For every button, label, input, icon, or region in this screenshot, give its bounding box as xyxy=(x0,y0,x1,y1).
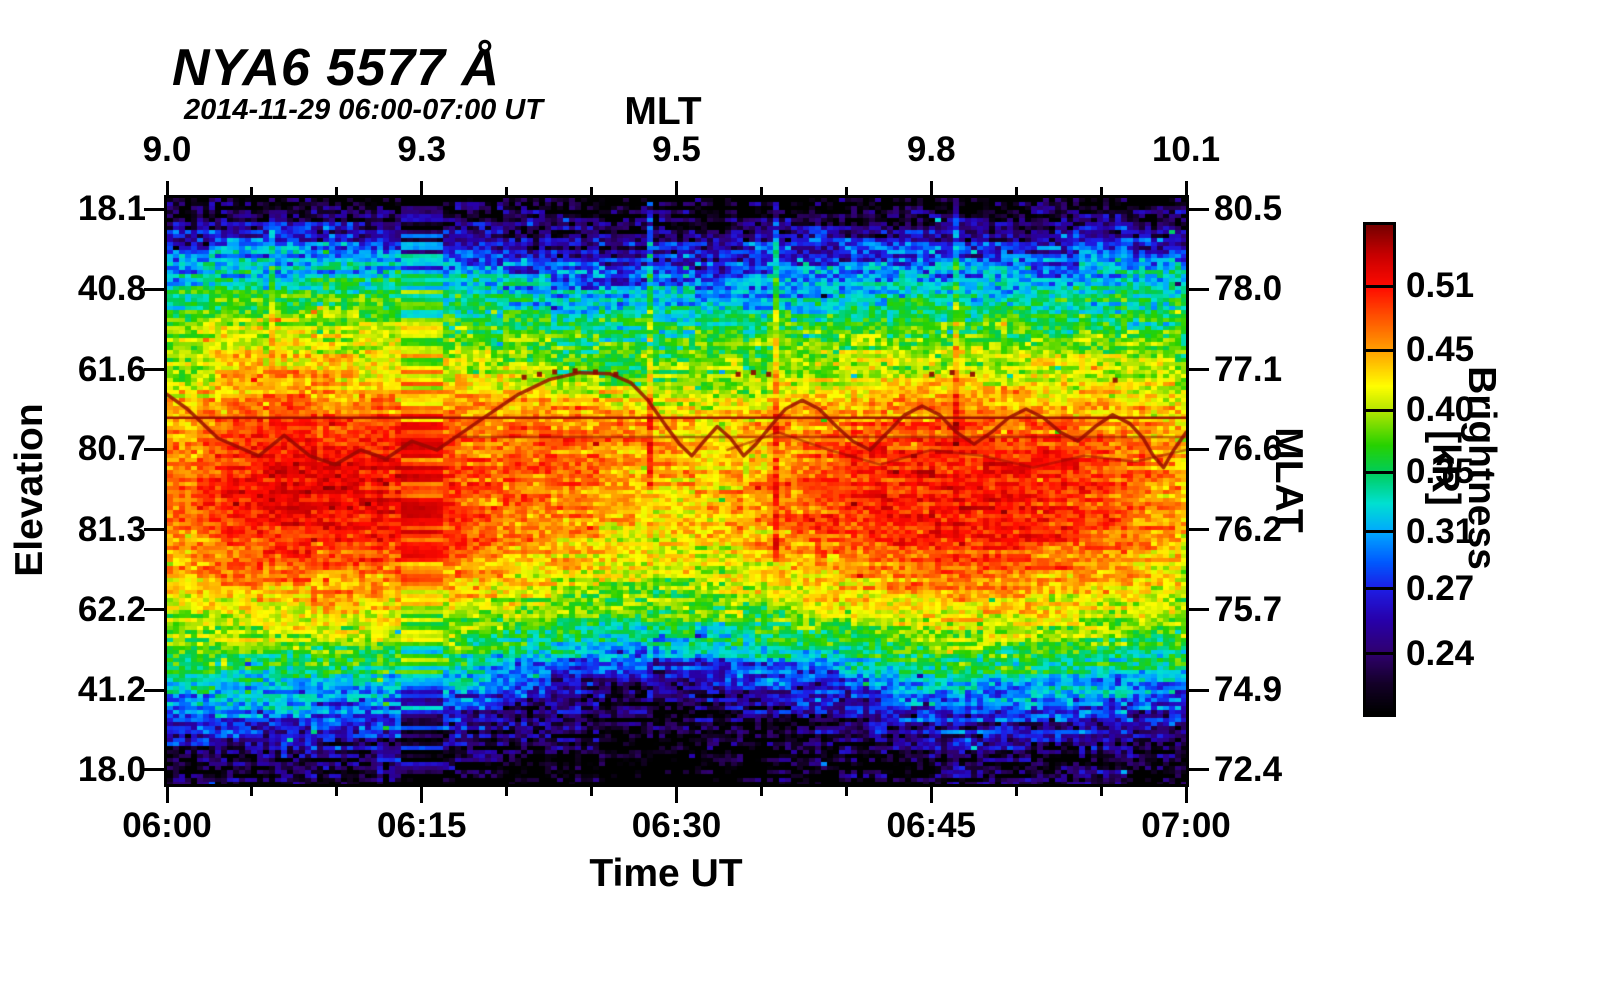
right-tick-label: 77.1 xyxy=(1214,349,1283,389)
right-major-tick xyxy=(1189,608,1209,612)
bottom-major-tick xyxy=(165,787,169,803)
top-minor-tick xyxy=(250,187,254,195)
bottom-minor-tick xyxy=(590,787,594,796)
left-tick-label: 18.0 xyxy=(77,749,146,789)
bottom-tick-label: 06:30 xyxy=(631,806,722,845)
left-major-tick xyxy=(144,207,164,211)
top-tick-label: 10.1 xyxy=(1151,130,1221,169)
bottom-tick-label: 07:00 xyxy=(1141,806,1231,845)
colorbar-division xyxy=(1366,587,1393,591)
left-major-tick xyxy=(144,768,164,772)
colorbar-division xyxy=(1366,284,1393,288)
right-major-tick xyxy=(1189,368,1209,372)
left-tick-label: 18.1 xyxy=(77,189,146,229)
left-major-tick xyxy=(144,368,164,372)
top-tick-label: 9.5 xyxy=(652,130,701,169)
top-tick-label: 9.0 xyxy=(142,130,192,169)
colorbar-tick-label: 0.51 xyxy=(1406,266,1475,306)
bottom-minor-tick xyxy=(844,787,848,796)
left-major-tick xyxy=(144,608,164,612)
bottom-tick-label: 06:45 xyxy=(886,806,977,845)
right-tick-label: 80.5 xyxy=(1214,189,1283,229)
left-tick-label: 41.2 xyxy=(77,670,146,710)
top-minor-tick xyxy=(335,187,339,195)
top-major-tick xyxy=(929,181,933,195)
top-minor-tick xyxy=(1014,187,1018,195)
top-major-tick xyxy=(165,181,169,195)
top-minor-tick xyxy=(844,187,848,195)
left-tick-label: 61.6 xyxy=(77,349,146,389)
colorbar-tick-label: 0.27 xyxy=(1406,568,1475,608)
colorbar-border xyxy=(1363,222,1396,717)
plot-border xyxy=(164,195,1189,787)
bottom-minor-tick xyxy=(505,787,509,796)
left-tick-label: 81.3 xyxy=(77,509,146,549)
top-axis-title: MLT xyxy=(624,90,702,133)
right-tick-label: 75.7 xyxy=(1214,589,1283,629)
bottom-minor-tick xyxy=(1099,787,1103,796)
bottom-minor-tick xyxy=(1014,787,1018,796)
right-tick-label: 78.0 xyxy=(1214,269,1283,309)
right-major-tick xyxy=(1189,528,1209,532)
right-tick-label: 74.9 xyxy=(1214,670,1283,710)
bottom-axis-title: Time UT xyxy=(589,852,743,895)
left-major-tick xyxy=(144,287,164,291)
heatmap-canvas xyxy=(167,198,1186,784)
colorbar-division xyxy=(1366,470,1393,474)
right-tick-label: 76.6 xyxy=(1214,429,1283,469)
plot-title: NYA6 5577 Å xyxy=(172,39,500,97)
bottom-major-tick xyxy=(675,787,678,803)
right-major-tick xyxy=(1189,688,1209,692)
right-major-tick xyxy=(1189,768,1209,772)
left-axis-title: Elevation xyxy=(8,403,51,577)
colorbar-tick-label: 0.24 xyxy=(1406,633,1475,673)
colorbar-tick-label: 0.40 xyxy=(1406,390,1475,430)
top-tick-label: 9.8 xyxy=(906,130,956,169)
colorbar-tick-label: 0.31 xyxy=(1406,511,1475,551)
colorbar-division xyxy=(1366,652,1393,656)
bottom-tick-label: 06:15 xyxy=(376,806,467,845)
top-major-tick xyxy=(420,181,424,195)
bottom-major-tick xyxy=(929,787,933,803)
colorbar-division xyxy=(1366,348,1393,352)
right-tick-label: 76.2 xyxy=(1214,509,1283,549)
top-major-tick xyxy=(675,181,678,195)
bottom-minor-tick xyxy=(250,787,254,796)
colorbar-tick-label: 0.35 xyxy=(1406,452,1475,492)
top-major-tick xyxy=(1184,181,1188,195)
left-tick-label: 62.2 xyxy=(77,589,146,629)
top-minor-tick xyxy=(759,187,763,195)
left-major-tick xyxy=(144,447,164,451)
colorbar-division xyxy=(1366,408,1393,412)
top-minor-tick xyxy=(505,187,509,195)
right-tick-label: 72.4 xyxy=(1214,749,1283,789)
colorbar-division xyxy=(1366,530,1393,534)
bottom-tick-label: 06:00 xyxy=(122,806,212,845)
left-major-tick xyxy=(144,528,164,532)
bottom-major-tick xyxy=(420,787,424,803)
bottom-major-tick xyxy=(1184,787,1188,803)
bottom-minor-tick xyxy=(335,787,339,796)
right-major-tick xyxy=(1189,447,1209,451)
top-minor-tick xyxy=(1099,187,1103,195)
right-major-tick xyxy=(1189,207,1209,211)
plot-subtitle: 2014-11-29 06:00-07:00 UT xyxy=(184,94,543,126)
colorbar-tick-label: 0.45 xyxy=(1406,330,1475,370)
top-tick-label: 9.3 xyxy=(397,130,447,169)
left-tick-label: 40.8 xyxy=(77,269,146,309)
top-minor-tick xyxy=(590,187,594,195)
colorbar-gradient xyxy=(1366,225,1393,714)
left-tick-label: 80.7 xyxy=(77,429,146,469)
bottom-minor-tick xyxy=(759,787,763,796)
left-major-tick xyxy=(144,688,164,692)
right-major-tick xyxy=(1189,287,1209,291)
